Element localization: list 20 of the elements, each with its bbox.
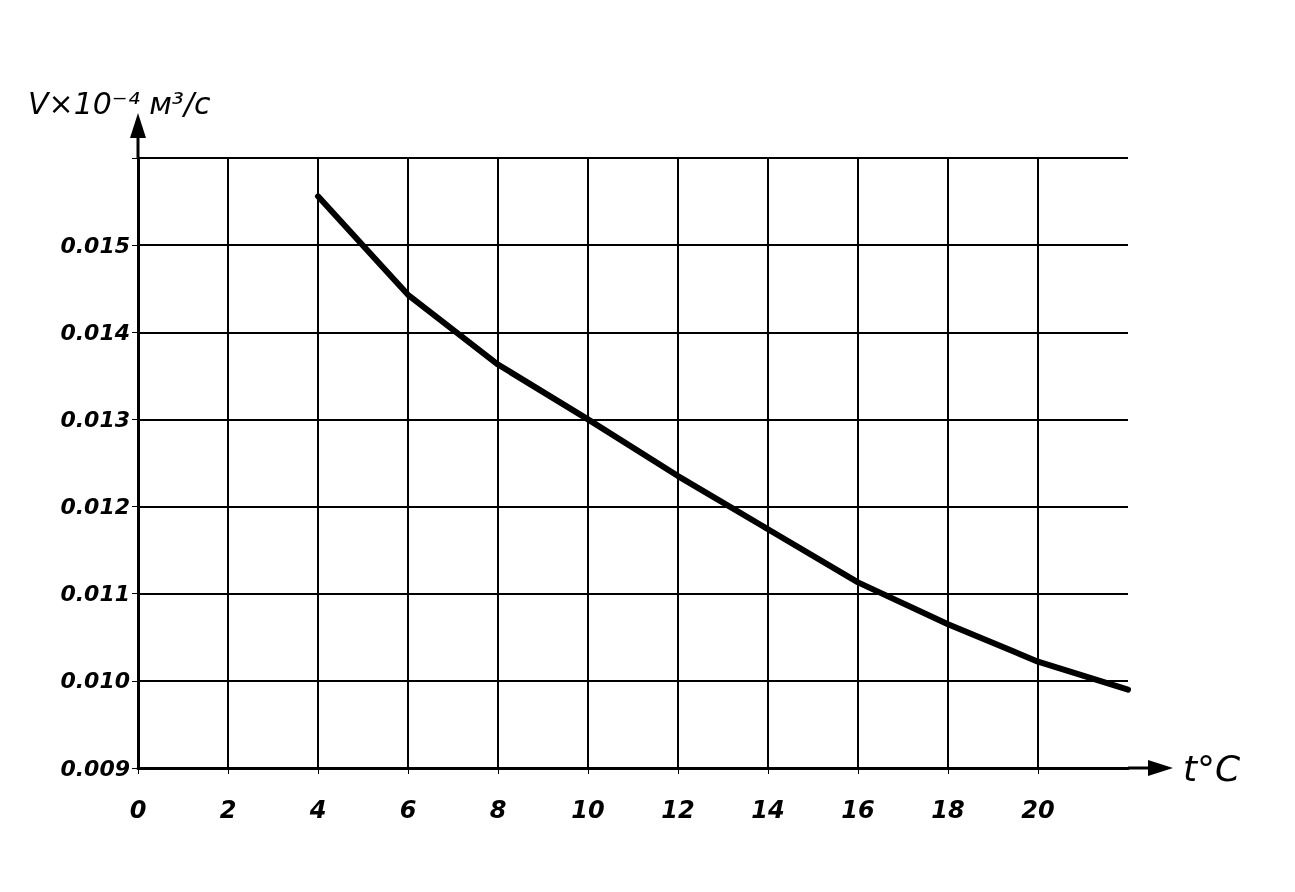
y-tick-label: 0.013: [60, 406, 130, 432]
y-tick-label: 0.009: [60, 755, 130, 781]
x-tick-label: 2: [219, 796, 237, 824]
x-tick-label: 10: [571, 796, 605, 824]
y-tick-label: 0.014: [60, 319, 130, 345]
y-tick-label: 0.010: [60, 668, 130, 694]
x-tick-label: 8: [489, 796, 507, 824]
x-axis-title: t°C: [1183, 747, 1242, 789]
x-tick-label: 0: [129, 796, 147, 824]
x-tick-label: 4: [308, 796, 327, 824]
x-tick-label: 6: [399, 796, 417, 824]
y-tick-label: 0.011: [60, 581, 130, 607]
y-axis-title: V×10⁻⁴ м³/с: [28, 85, 211, 121]
x-tick-label: 16: [841, 796, 875, 824]
x-tick-label: 14: [751, 796, 785, 824]
y-tick-label: 0.015: [60, 232, 130, 258]
y-tick-label: 0.012: [60, 494, 130, 520]
x-tick-label: 18: [931, 796, 965, 824]
x-tick-label: 12: [661, 796, 695, 824]
x-tick-label: 20: [1021, 796, 1055, 824]
